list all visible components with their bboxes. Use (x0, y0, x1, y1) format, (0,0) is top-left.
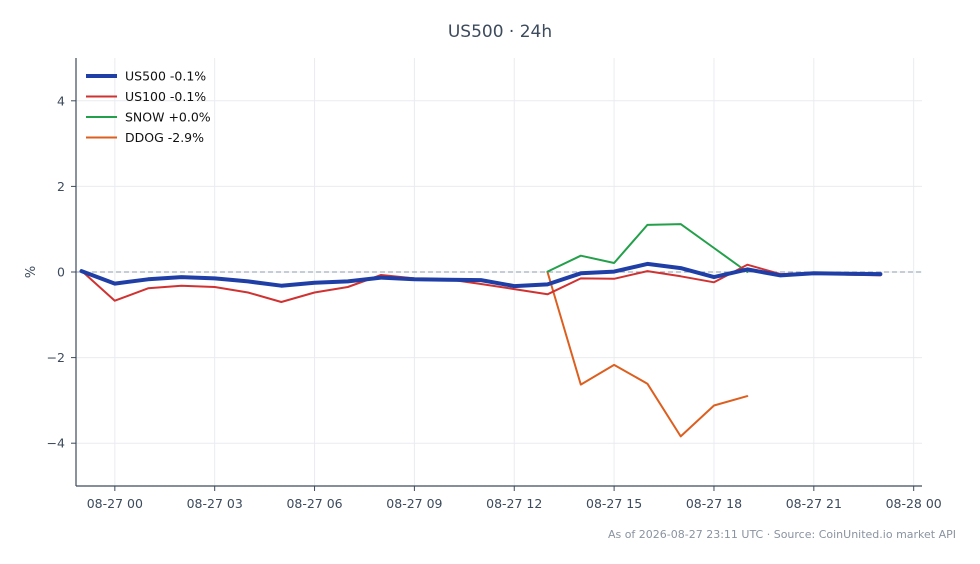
legend-label-us500: US500 -0.1% (125, 69, 206, 84)
series-line-ddog (546, 271, 749, 438)
chart-title: US500 · 24h (448, 22, 552, 42)
x-tick-label: 08-27 00 (87, 496, 143, 511)
series-line-snow (546, 223, 749, 273)
y-tick-label: 4 (57, 93, 65, 108)
x-tick-label: 08-27 12 (486, 496, 542, 511)
y-tick-label: −2 (47, 350, 65, 365)
y-tick-label: 2 (57, 179, 65, 194)
x-tick-label: 08-27 06 (286, 496, 342, 511)
series-line-us500 (79, 261, 883, 289)
y-tick-label: −4 (47, 436, 65, 451)
x-tick-label: 08-27 03 (187, 496, 243, 511)
legend-label-snow: SNOW +0.0% (125, 110, 211, 125)
legend: US500 -0.1% US100 -0.1% SNOW +0.0% DDOG -2.… (86, 69, 211, 145)
x-tick-label: 08-27 09 (386, 496, 442, 511)
x-tick-label: 08-27 18 (686, 496, 742, 511)
x-tick-label: 08-27 21 (786, 496, 842, 511)
plot-series (79, 223, 883, 438)
y-axis-label: % (24, 266, 39, 278)
tick-labels: 08-27 00 08-27 03 08-27 06 08-27 09 08-27 12… (47, 93, 942, 511)
footer-source-text: As of 2026-08-27 23:11 UTC · Source: Coi… (608, 528, 956, 541)
x-tick-label: 08-27 15 (586, 496, 642, 511)
series-line-us100 (80, 263, 882, 303)
y-tick-label: 0 (57, 265, 65, 280)
legend-label-us100: US100 -0.1% (125, 89, 206, 104)
x-tick-label: 08-28 00 (886, 496, 942, 511)
axes (71, 58, 922, 491)
legend-label-ddog: DDOG -2.9% (125, 130, 204, 145)
